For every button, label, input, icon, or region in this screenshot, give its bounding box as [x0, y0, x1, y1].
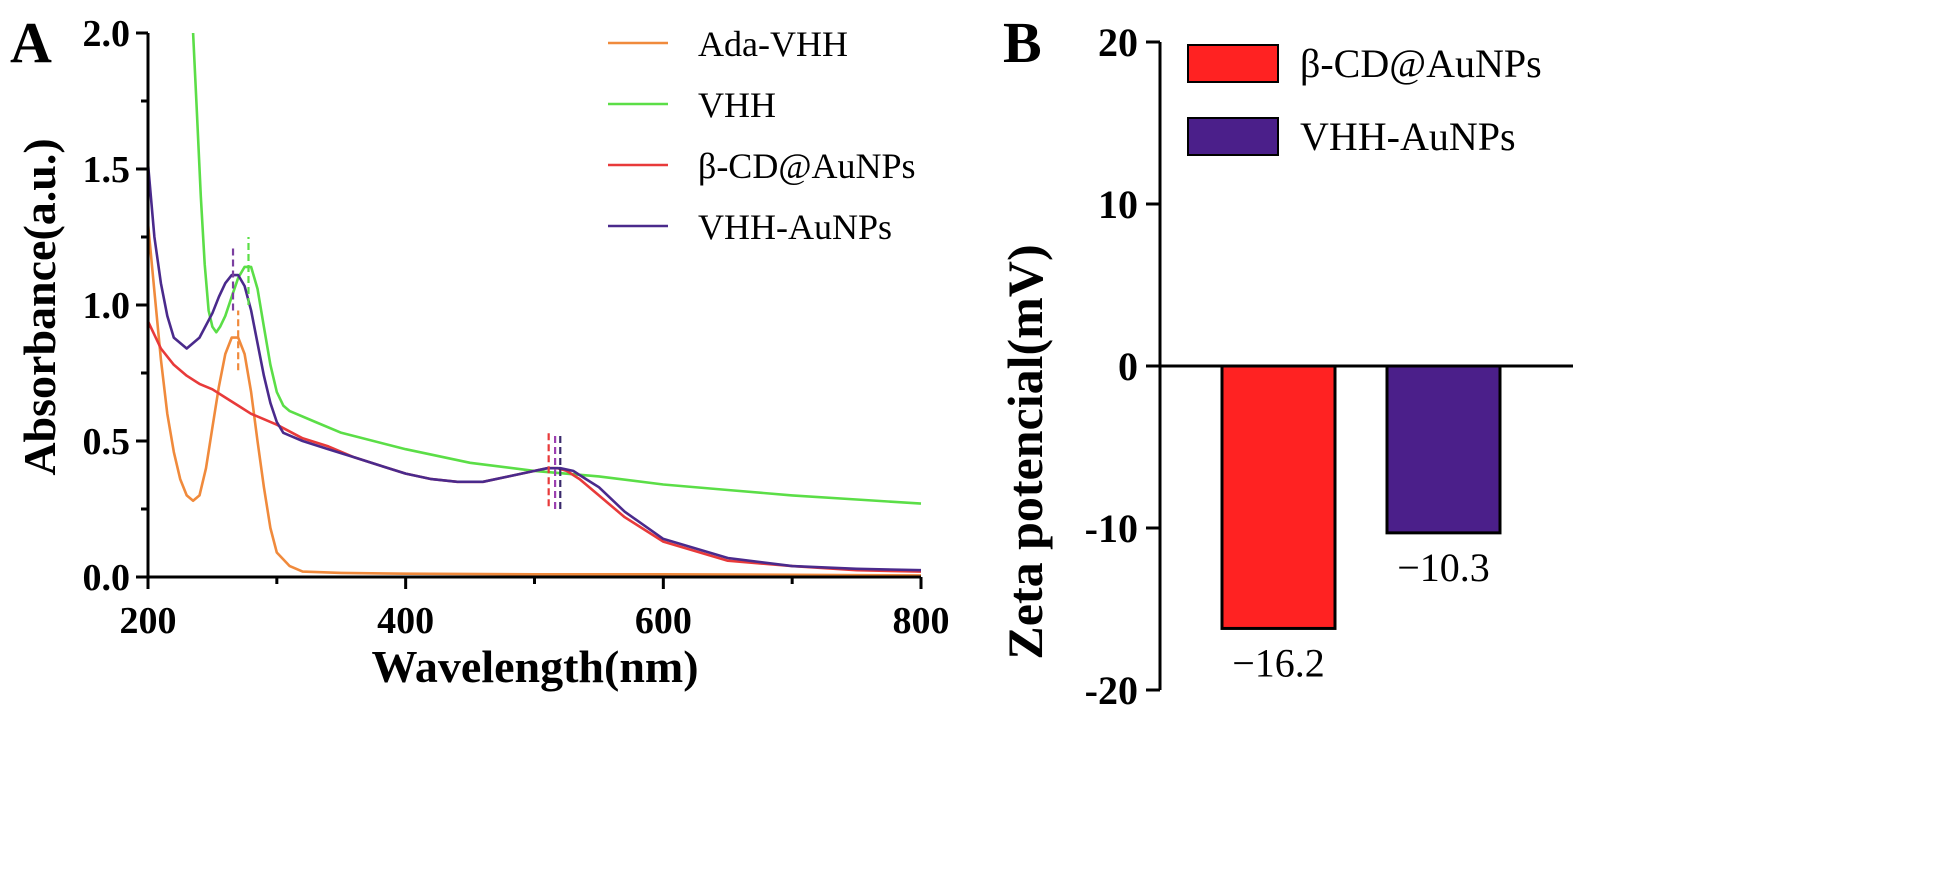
panel-label-b: B	[1003, 10, 1042, 75]
panel-b-axes: -20 -10 0 10 20	[1085, 20, 1573, 713]
y-tick-label: 0.0	[83, 557, 131, 599]
y-tick-label: 10	[1098, 182, 1138, 227]
legend-label-vhh: VHH	[698, 85, 776, 125]
x-tick-label: 600	[635, 600, 692, 642]
panel-b-bar-chart: −16.2 −10.3 -20 -10 0 10 20 β-CD@AuNPs VHH-AuN…	[997, 20, 1573, 713]
y-tick-label: 2.0	[83, 13, 131, 55]
x-tick-label: 800	[893, 600, 950, 642]
y-tick-label: 1.0	[83, 285, 131, 327]
legend-label-vhh-aunps: VHH-AuNPs	[1300, 114, 1516, 159]
panel-a-line-chart: 0.0 0.5 1.0 1.5 2.0 200 400 600 800 Ada-VHH VHH β-…	[14, 13, 950, 692]
panel-b-y-axis-label: Zeta potencial(mV)	[997, 244, 1053, 659]
y-tick-label: 20	[1098, 20, 1138, 65]
series-line--cd-aunps	[146, 320, 922, 573]
x-tick-label: 400	[377, 600, 434, 642]
y-tick-label: -20	[1085, 668, 1138, 713]
bar-value-label-vhh-aunps: −10.3	[1397, 545, 1490, 590]
x-tick-label: 200	[120, 600, 177, 642]
series-line-ada-vhh	[146, 223, 922, 577]
legend-label--cd-aunps: β-CD@AuNPs	[1300, 41, 1542, 86]
y-tick-label: -10	[1085, 506, 1138, 551]
legend-label--cd-aunps: β-CD@AuNPs	[698, 146, 916, 186]
legend-label-ada-vhh: Ada-VHH	[698, 24, 848, 64]
y-tick-label: 0	[1118, 344, 1138, 389]
bar-value-label--cd-aunps: −16.2	[1232, 640, 1325, 685]
series-line-vhh	[191, 32, 922, 505]
panel-a-peak-markers	[231, 237, 562, 509]
panel-a-axes: 0.0 0.5 1.0 1.5 2.0 200 400 600 800	[83, 13, 950, 642]
y-tick-label: 1.5	[83, 149, 131, 191]
panel-b-legend: β-CD@AuNPs VHH-AuNPs	[1187, 41, 1542, 159]
legend-swatch--cd-aunps	[1187, 44, 1279, 83]
panel-a-legend: Ada-VHH VHH β-CD@AuNPs VHH-AuNPs	[608, 24, 916, 247]
panel-a-series-group	[146, 32, 922, 577]
panel-a-x-axis-label: Wavelength(nm)	[371, 641, 698, 692]
series-line-vhh-aunps	[146, 163, 922, 572]
bar-vhh-aunps	[1385, 364, 1502, 535]
legend-label-vhh-aunps: VHH-AuNPs	[698, 207, 892, 247]
panel-b-bars: −16.2 −10.3	[1220, 364, 1502, 685]
legend-swatch-vhh-aunps	[1187, 117, 1279, 156]
bar--cd-aunps	[1220, 364, 1337, 630]
panel-a-y-axis-label: Absorbance(a.u.)	[14, 138, 65, 475]
panel-label-a: A	[10, 10, 52, 75]
y-tick-label: 0.5	[83, 421, 131, 463]
